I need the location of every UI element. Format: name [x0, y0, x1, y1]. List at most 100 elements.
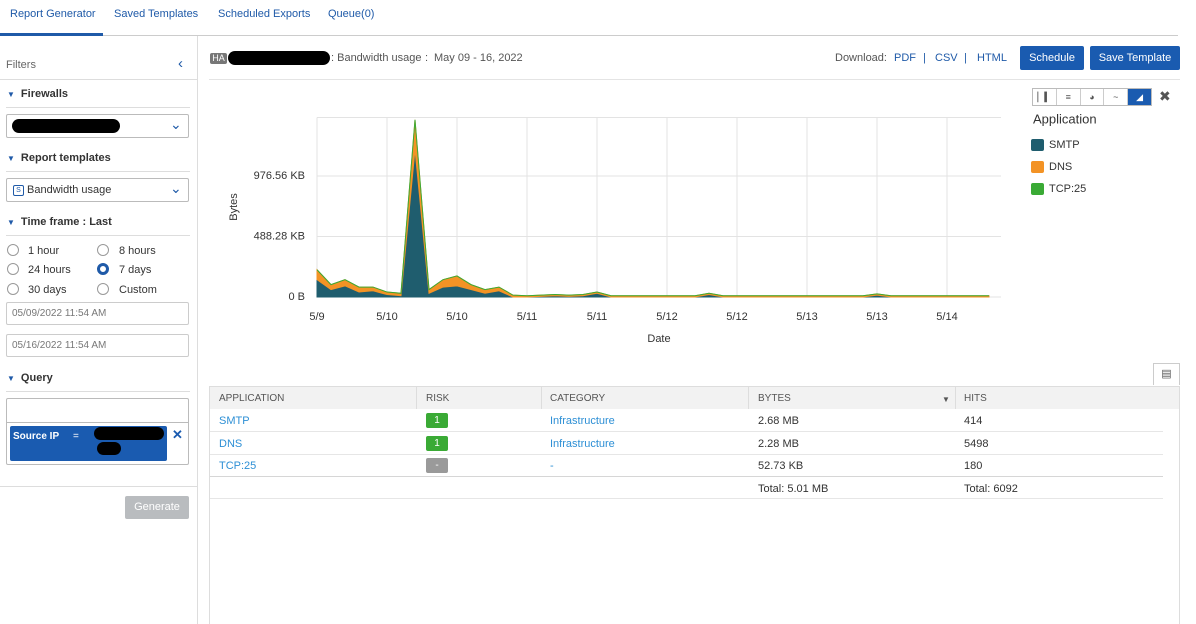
section-title: Firewalls — [7, 88, 68, 100]
x-tick-label: 5/11 — [587, 311, 608, 323]
generate-button[interactable]: Generate — [125, 496, 189, 519]
column-header[interactable]: HITS — [964, 393, 987, 404]
total-bytes: Total: 5.01 MB — [758, 483, 829, 495]
column-header[interactable]: APPLICATION — [219, 393, 285, 404]
legend-swatch — [1031, 183, 1044, 195]
radio[interactable] — [97, 283, 109, 295]
dropdown-arrow: ⌄ — [170, 116, 182, 132]
tab[interactable]: Queue(0) — [328, 8, 375, 20]
divider — [6, 171, 190, 172]
radio[interactable] — [7, 244, 19, 256]
download-link[interactable]: HTML — [977, 52, 1007, 64]
col-divider — [955, 387, 956, 409]
divider — [6, 107, 190, 108]
column-header[interactable]: CATEGORY — [550, 393, 606, 404]
report-name: : Bandwidth usage — [331, 52, 422, 64]
date-value: 05/09/2022 11:54 AM — [12, 308, 107, 319]
x-tick-label: 5/13 — [866, 311, 887, 323]
radio-label: 7 days — [119, 264, 152, 276]
schedule-button[interactable]: Schedule — [1020, 46, 1084, 70]
column-header[interactable]: BYTES — [758, 393, 791, 404]
divider — [209, 79, 1180, 80]
x-tick-label: 5/14 — [936, 311, 957, 323]
download-link[interactable]: PDF — [894, 52, 916, 64]
col-divider — [748, 387, 749, 409]
divider — [6, 235, 190, 236]
app-link[interactable]: SMTP — [219, 415, 250, 427]
pie-chart-button[interactable]: ◕ — [1081, 89, 1105, 105]
row-divider — [210, 476, 1163, 477]
radio[interactable] — [97, 244, 109, 256]
redaction — [12, 119, 120, 133]
download-label: Download: — [835, 52, 887, 64]
date-range: May 09 - 16, 2022 — [434, 52, 523, 64]
tab[interactable]: Scheduled Exports — [218, 8, 311, 20]
tab-rule — [0, 35, 1178, 36]
chip-field: Source IP — [13, 431, 60, 442]
row-divider — [210, 431, 1163, 432]
area-series — [316, 149, 989, 298]
date-input[interactable] — [6, 334, 189, 357]
area-series — [316, 119, 989, 297]
legend-title: Application — [1033, 111, 1097, 126]
radio[interactable] — [97, 263, 109, 275]
settings-icon[interactable]: ✖ — [1159, 88, 1171, 104]
legend-label: SMTP — [1049, 139, 1080, 151]
app-link[interactable]: TCP:25 — [219, 460, 257, 472]
radio-label: 1 hour — [28, 245, 60, 257]
download-link[interactable]: CSV — [935, 52, 958, 64]
save-template-button[interactable]: Save Template — [1090, 46, 1180, 70]
collapse-button[interactable]: ‹ — [178, 55, 183, 72]
y-axis-label: Bytes — [228, 193, 240, 221]
dropdown-arrow: ⌄ — [170, 180, 182, 196]
hits: 414 — [964, 415, 983, 427]
bar-chart-button[interactable]: ▏▍ — [1033, 89, 1057, 105]
radio-label: Custom — [119, 284, 157, 296]
line-chart-button[interactable]: ~ — [1104, 89, 1129, 105]
x-tick-label: 5/9 — [309, 311, 324, 323]
chart-toolbar: ▏▍ ≡ ◕ ~ ◢ — [1032, 88, 1152, 106]
x-tick-label: 5/10 — [446, 311, 467, 323]
date-input[interactable] — [6, 302, 189, 325]
template-value: Bandwidth usage — [27, 184, 112, 196]
bytes: 2.28 MB — [758, 438, 799, 450]
x-tick-label: 5/11 — [517, 311, 538, 323]
table-header — [210, 387, 1179, 409]
tab[interactable]: Saved Templates — [114, 8, 199, 20]
category-link[interactable]: Infrastructure — [550, 415, 615, 427]
area-chart-button[interactable]: ◢ — [1128, 89, 1151, 105]
table-options[interactable]: ▤ — [1153, 363, 1180, 385]
divider — [0, 79, 197, 80]
column-header[interactable]: RISK — [426, 393, 450, 404]
y-tick-label: 976.56 KB — [254, 170, 305, 182]
category-link[interactable]: Infrastructure — [550, 438, 615, 450]
divider — [6, 391, 190, 392]
table-panel — [209, 386, 1180, 624]
app-link[interactable]: DNS — [219, 438, 243, 450]
remove-chip[interactable]: ✕ — [172, 427, 183, 442]
radio[interactable] — [7, 263, 19, 275]
col-divider — [416, 387, 417, 409]
radio-label: 8 hours — [119, 245, 156, 257]
panel-border — [197, 36, 198, 624]
template-icon: S — [13, 185, 24, 196]
section-title: Report templates — [7, 152, 111, 164]
legend-label: TCP:25 — [1049, 183, 1086, 195]
x-tick-label: 5/10 — [376, 311, 397, 323]
section-title: Time frame : Last — [7, 216, 112, 228]
separator: : — [425, 52, 429, 64]
chip-operator: = — [73, 431, 79, 442]
template-select[interactable] — [6, 178, 189, 202]
divider — [6, 422, 189, 423]
legend-label: DNS — [1049, 161, 1072, 173]
x-axis-label: Date — [647, 333, 670, 345]
radio[interactable] — [7, 283, 19, 295]
legend-swatch — [1031, 139, 1044, 151]
category-link[interactable]: - — [550, 460, 554, 472]
risk-badge: - — [426, 458, 448, 473]
hbar-chart-button[interactable]: ≡ — [1057, 89, 1081, 105]
row-divider — [210, 498, 1163, 499]
area-series — [316, 119, 990, 298]
tab[interactable]: Report Generator — [10, 8, 96, 20]
